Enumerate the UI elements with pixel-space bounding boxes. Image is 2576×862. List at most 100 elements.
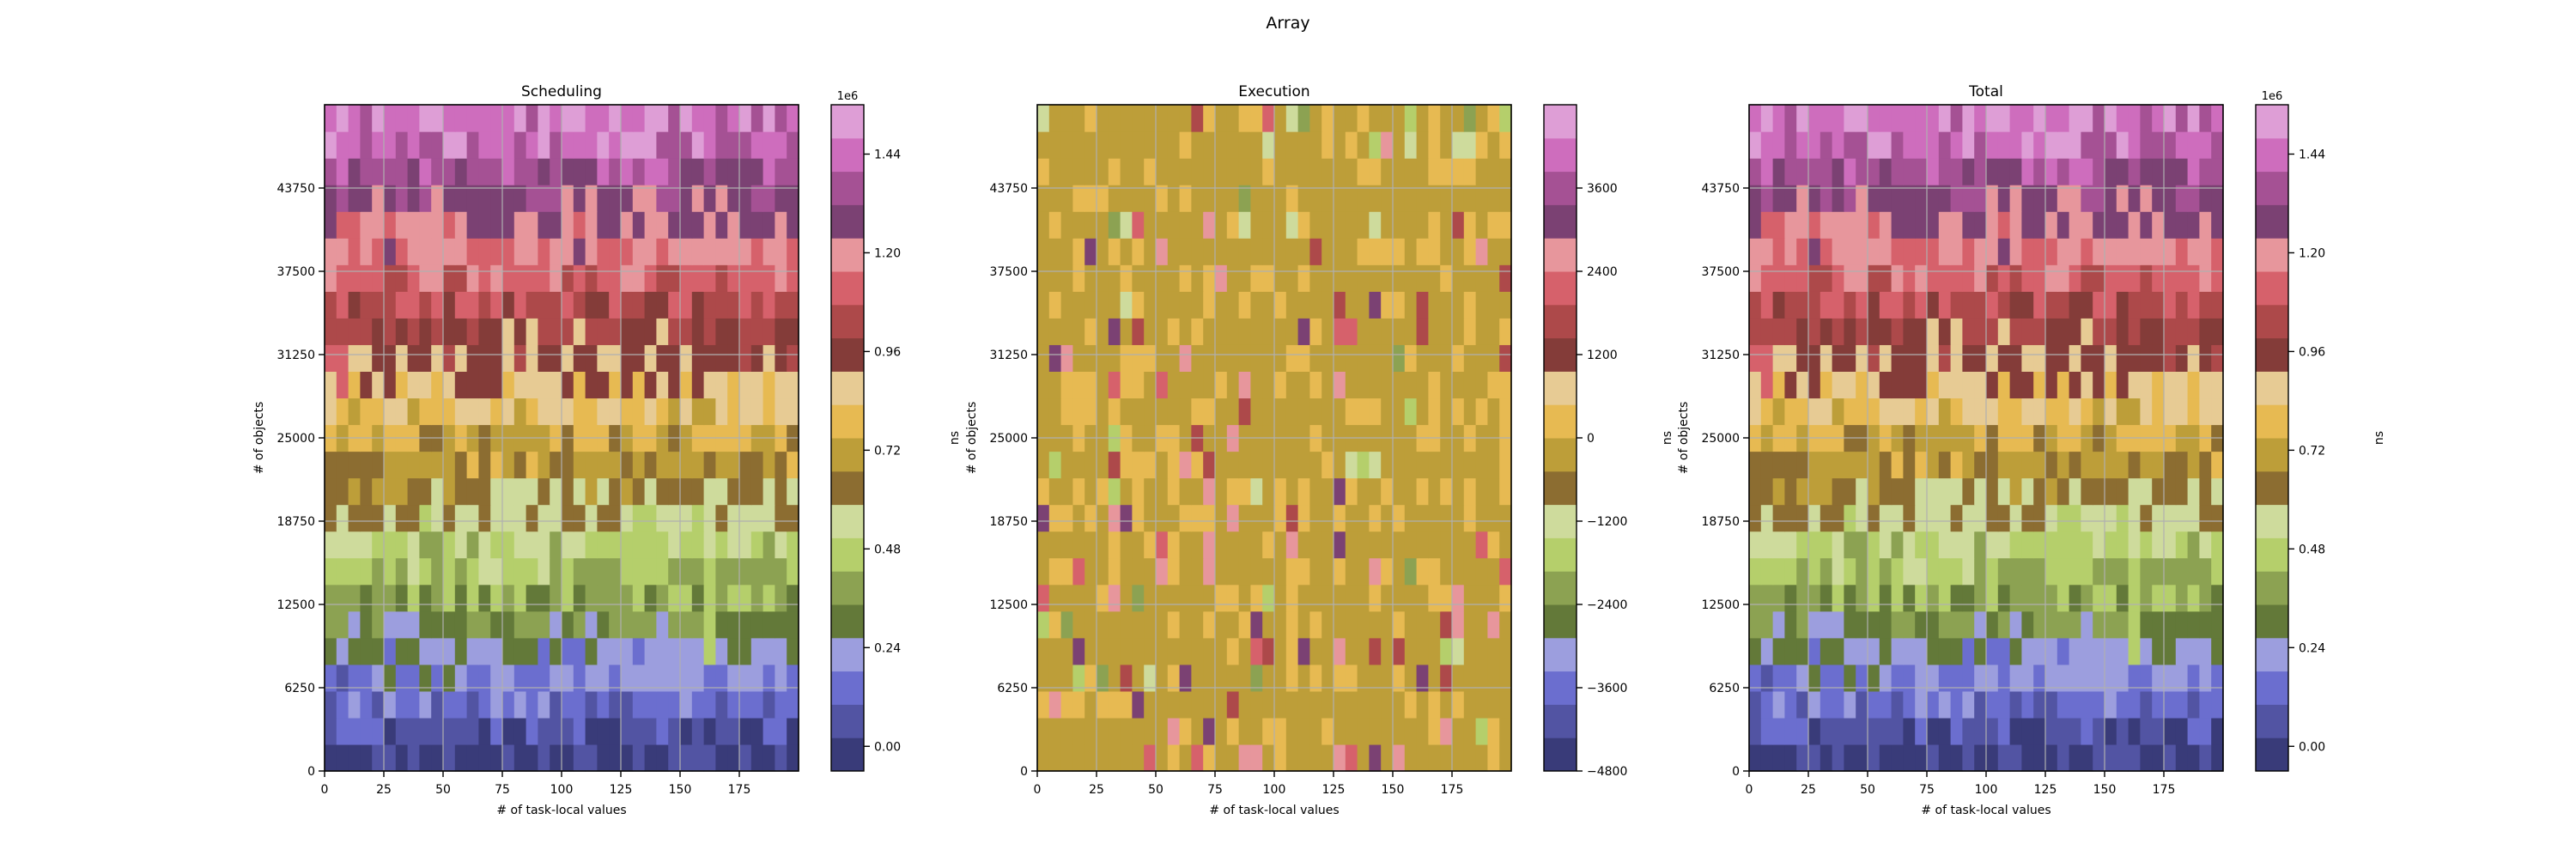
contour-cell <box>680 664 693 692</box>
contour-cell <box>1203 477 1216 506</box>
contour-cell <box>2164 744 2177 772</box>
contour-cell <box>384 238 397 265</box>
contour-cell <box>1274 504 1287 532</box>
contour-cell <box>1167 531 1181 559</box>
contour-cell <box>1393 664 1406 692</box>
contour-cell <box>1357 185 1370 212</box>
contour-cell <box>1868 664 1880 692</box>
contour-cell <box>348 531 361 559</box>
colorbar-level <box>2256 438 2288 472</box>
contour-cell <box>372 318 385 345</box>
contour-cell <box>1452 637 1465 665</box>
contour-cell <box>1416 185 1429 212</box>
contour-cell <box>1191 344 1204 372</box>
contour-cell <box>1463 664 1477 692</box>
contour-cell <box>2164 451 2177 479</box>
contour-cell <box>1452 344 1465 372</box>
contour-cell <box>1215 637 1228 665</box>
contour-cell <box>2057 211 2070 239</box>
contour-cell <box>762 744 775 772</box>
contour-cell <box>325 744 337 772</box>
contour-cell <box>1369 264 1382 292</box>
contour-cell <box>538 557 550 586</box>
colorbar-tick-label: −3600 <box>1587 682 1627 695</box>
contour-cell <box>1856 158 1868 185</box>
contour-cell <box>1820 451 1833 479</box>
contour-cell <box>1986 238 1999 265</box>
contour-cell <box>1108 238 1121 265</box>
contour-cell <box>550 690 562 719</box>
contour-cell <box>395 717 409 745</box>
contour-cell <box>1381 557 1394 586</box>
contour-cell <box>1879 185 1893 212</box>
contour-cell <box>1856 291 1868 319</box>
contour-cell <box>1156 344 1169 372</box>
contour-cell <box>727 344 740 372</box>
contour-cell <box>1238 610 1251 639</box>
contour-cell <box>1986 105 1999 132</box>
contour-cell <box>739 610 752 639</box>
contour-cell <box>621 557 634 586</box>
contour-cell <box>1868 185 1880 212</box>
contour-cell <box>454 344 468 372</box>
contour-cell <box>1796 398 1809 426</box>
contour-cell <box>1274 717 1287 745</box>
contour-cell <box>1416 105 1429 132</box>
contour-cell <box>538 211 550 239</box>
contour-cell <box>526 131 538 159</box>
contour-cell <box>1097 451 1109 479</box>
contour-cell <box>478 610 491 639</box>
contour-cell <box>2033 291 2046 319</box>
contour-cell <box>1784 158 1797 185</box>
contour-cell <box>1285 744 1299 772</box>
contour-cell <box>1820 211 1833 239</box>
contour-cell <box>336 398 349 426</box>
contour-cell <box>1832 318 1844 345</box>
contour-cell <box>1357 637 1370 665</box>
contour-cell <box>2128 531 2141 559</box>
contour-cell <box>739 717 752 745</box>
contour-cell <box>1950 690 1963 719</box>
contour-cell <box>1986 185 1999 212</box>
contour-cell <box>2081 477 2093 506</box>
contour-cell <box>1986 504 1999 532</box>
contour-cell <box>1915 744 1928 772</box>
contour-cell <box>1760 211 1774 239</box>
contour-cell <box>384 398 397 426</box>
contour-cell <box>2033 610 2046 639</box>
colorbar-level <box>831 438 864 472</box>
contour-cell <box>1262 158 1275 185</box>
contour-cell <box>526 717 538 745</box>
contour-cell <box>585 477 598 506</box>
contour-cell <box>513 344 527 372</box>
contour-cell <box>1820 477 1833 506</box>
contour-cell <box>1167 264 1181 292</box>
contour-cell <box>727 238 740 265</box>
contour-cell <box>1868 264 1880 292</box>
contour-cell <box>2128 131 2141 159</box>
contour-cell <box>1321 664 1334 692</box>
contour-cell <box>1048 105 1062 132</box>
contour-cell <box>1334 344 1346 372</box>
contour-cell <box>1487 238 1500 265</box>
contour-cell <box>526 371 538 399</box>
contour-cell <box>1416 557 1429 586</box>
contour-cell <box>609 344 622 372</box>
contour-cell <box>2116 664 2129 692</box>
contour-cell <box>443 371 456 399</box>
contour-cell <box>1796 610 1809 639</box>
contour-cell <box>1784 264 1797 292</box>
contour-cell <box>1452 158 1465 185</box>
contour-cell <box>1048 185 1062 212</box>
contour-cell <box>1048 211 1062 239</box>
contour-cell <box>787 158 799 185</box>
contour-cell <box>1297 211 1310 239</box>
contour-cell <box>609 211 622 239</box>
contour-cell <box>2069 211 2081 239</box>
contour-cell <box>1915 131 1928 159</box>
contour-cell <box>1334 264 1346 292</box>
contour-cell <box>1808 664 1821 692</box>
contour-cell <box>2081 637 2093 665</box>
contour-cell <box>1369 105 1382 132</box>
colorbar-level <box>2256 704 2288 738</box>
